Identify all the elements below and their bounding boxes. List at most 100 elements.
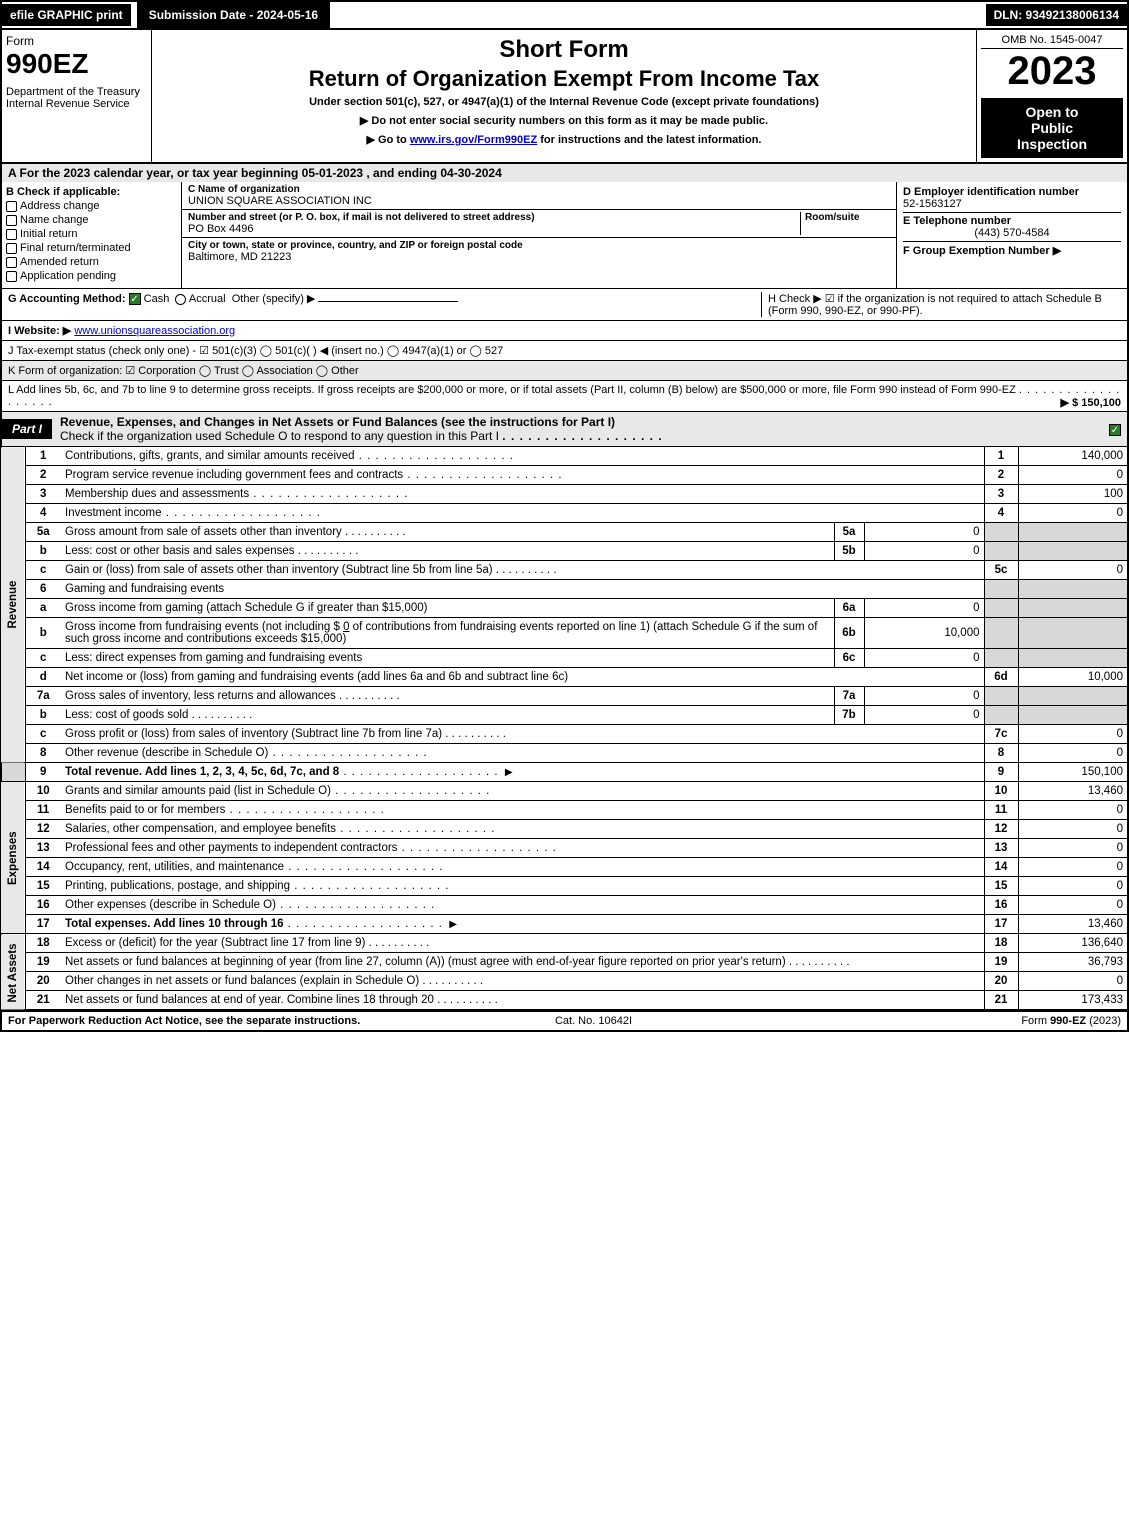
chk-label: Final return/terminated bbox=[20, 242, 131, 254]
line-num: 21 bbox=[25, 991, 61, 1011]
line-num: c bbox=[25, 649, 61, 668]
cash-label: Cash bbox=[144, 293, 170, 305]
dln-number: DLN: 93492138006134 bbox=[986, 4, 1127, 26]
top-bar: efile GRAPHIC print Submission Date - 20… bbox=[0, 0, 1129, 30]
line-subbox: 6c bbox=[834, 649, 864, 668]
form-footer-label: Form 990-EZ (2023) bbox=[1021, 1015, 1121, 1027]
part1-label: Part I bbox=[2, 419, 52, 439]
line-val: 0 bbox=[1018, 972, 1128, 991]
header-center: Short Form Return of Organization Exempt… bbox=[152, 30, 977, 162]
line-box-shaded bbox=[984, 523, 1018, 542]
line-box-shaded bbox=[984, 618, 1018, 649]
chk-application-pending[interactable]: Application pending bbox=[6, 270, 177, 282]
cash-checkbox-icon[interactable]: ✓ bbox=[129, 293, 141, 305]
row-l-amount: ▶ $ 150,100 bbox=[1061, 396, 1121, 409]
line-num: 7a bbox=[25, 687, 61, 706]
line-box-shaded bbox=[984, 706, 1018, 725]
col-d-ids: D Employer identification number 52-1563… bbox=[897, 182, 1127, 288]
form-title: Return of Organization Exempt From Incom… bbox=[160, 66, 968, 92]
line-val-shaded bbox=[1018, 649, 1128, 668]
row-h-schedule-b: H Check ▶ ☑ if the organization is not r… bbox=[761, 292, 1121, 317]
chk-name-change[interactable]: Name change bbox=[6, 214, 177, 226]
line-desc: Gross profit or (loss) from sales of inv… bbox=[65, 728, 442, 740]
chk-amended-return[interactable]: Amended return bbox=[6, 256, 177, 268]
line-val-shaded bbox=[1018, 523, 1128, 542]
line-num: c bbox=[25, 725, 61, 744]
line-val: 0 bbox=[1018, 858, 1128, 877]
efile-print-label[interactable]: efile GRAPHIC print bbox=[2, 4, 131, 26]
line-subbox: 6a bbox=[834, 599, 864, 618]
line-box: 5c bbox=[984, 561, 1018, 580]
line-desc: Membership dues and assessments bbox=[65, 488, 249, 500]
line-desc: Occupancy, rent, utilities, and maintena… bbox=[65, 861, 284, 873]
submission-date: Submission Date - 2024-05-16 bbox=[137, 2, 330, 28]
tax-year: 2023 bbox=[981, 49, 1123, 94]
line-box: 8 bbox=[984, 744, 1018, 763]
chk-initial-return[interactable]: Initial return bbox=[6, 228, 177, 240]
chk-label: Application pending bbox=[20, 270, 116, 282]
goto-instructions: ▶ Go to www.irs.gov/Form990EZ for instru… bbox=[160, 133, 968, 146]
website-label: I Website: ▶ bbox=[8, 325, 71, 337]
form-label: Form bbox=[6, 34, 147, 48]
info-grid: B Check if applicable: Address change Na… bbox=[0, 182, 1129, 289]
line-desc: Less: direct expenses from gaming and fu… bbox=[65, 652, 362, 664]
irs-link[interactable]: www.irs.gov/Form990EZ bbox=[410, 134, 537, 146]
row-l-text: L Add lines 5b, 6c, and 7b to line 9 to … bbox=[8, 384, 1016, 396]
line-desc: Salaries, other compensation, and employ… bbox=[65, 823, 336, 835]
line-box-shaded bbox=[984, 580, 1018, 599]
chk-label: Name change bbox=[20, 214, 89, 226]
chk-final-return[interactable]: Final return/terminated bbox=[6, 242, 177, 254]
line-subval: 10,000 bbox=[864, 618, 984, 649]
line-desc: Benefits paid to or for members bbox=[65, 804, 225, 816]
section-a-taxyear: A For the 2023 calendar year, or tax yea… bbox=[0, 164, 1129, 182]
line-subval: 0 bbox=[864, 523, 984, 542]
line-subbox: 5a bbox=[834, 523, 864, 542]
line-subval: 0 bbox=[864, 599, 984, 618]
line-val: 0 bbox=[1018, 744, 1128, 763]
omb-number: OMB No. 1545-0047 bbox=[981, 34, 1123, 49]
line-val: 0 bbox=[1018, 877, 1128, 896]
phone-label: E Telephone number bbox=[903, 215, 1121, 227]
line-box: 11 bbox=[984, 801, 1018, 820]
accrual-checkbox-icon[interactable] bbox=[175, 294, 186, 305]
line-num: 16 bbox=[25, 896, 61, 915]
room-label: Room/suite bbox=[805, 212, 890, 223]
website-link[interactable]: www.unionsquareassociation.org bbox=[74, 325, 235, 337]
line-val: 0 bbox=[1018, 466, 1128, 485]
line-desc: Other changes in net assets or fund bala… bbox=[65, 975, 419, 987]
chk-address-change[interactable]: Address change bbox=[6, 200, 177, 212]
line-box: 16 bbox=[984, 896, 1018, 915]
part1-title: Revenue, Expenses, and Changes in Net As… bbox=[60, 412, 1109, 446]
line-box: 14 bbox=[984, 858, 1018, 877]
accrual-label: Accrual bbox=[189, 293, 226, 305]
line-num: b bbox=[25, 706, 61, 725]
line-num: 3 bbox=[25, 485, 61, 504]
line-val: 0 bbox=[1018, 839, 1128, 858]
line-desc: Contributions, gifts, grants, and simila… bbox=[65, 450, 355, 462]
org-city: Baltimore, MD 21223 bbox=[188, 251, 890, 263]
line-num: 2 bbox=[25, 466, 61, 485]
line-desc: Investment income bbox=[65, 507, 162, 519]
open-to-public-box: Open to Public Inspection bbox=[981, 98, 1123, 158]
line-num: 18 bbox=[25, 934, 61, 953]
line-desc: Gross income from gaming (attach Schedul… bbox=[65, 602, 427, 614]
schedule-o-checkbox-icon[interactable]: ✓ bbox=[1109, 424, 1121, 436]
ein-label: D Employer identification number bbox=[903, 186, 1121, 198]
open-line2: Public bbox=[985, 120, 1119, 136]
line-val-shaded bbox=[1018, 542, 1128, 561]
line-desc: Net income or (loss) from gaming and fun… bbox=[65, 671, 568, 683]
goto-post: for instructions and the latest informat… bbox=[537, 134, 761, 146]
line-val: 0 bbox=[1018, 725, 1128, 744]
line-num: c bbox=[25, 561, 61, 580]
header-left: Form 990EZ Department of the Treasury In… bbox=[2, 30, 152, 162]
other-method-label: Other (specify) ▶ bbox=[232, 293, 316, 305]
line-num: 17 bbox=[25, 915, 61, 934]
line-num: b bbox=[25, 542, 61, 561]
form-number: 990EZ bbox=[6, 48, 147, 80]
line-num: 4 bbox=[25, 504, 61, 523]
line-desc: Other revenue (describe in Schedule O) bbox=[65, 747, 268, 759]
revenue-side-blank bbox=[1, 763, 25, 782]
line-val: 13,460 bbox=[1018, 915, 1128, 934]
ssn-warning: ▶ Do not enter social security numbers o… bbox=[160, 114, 968, 127]
line-num: d bbox=[25, 668, 61, 687]
